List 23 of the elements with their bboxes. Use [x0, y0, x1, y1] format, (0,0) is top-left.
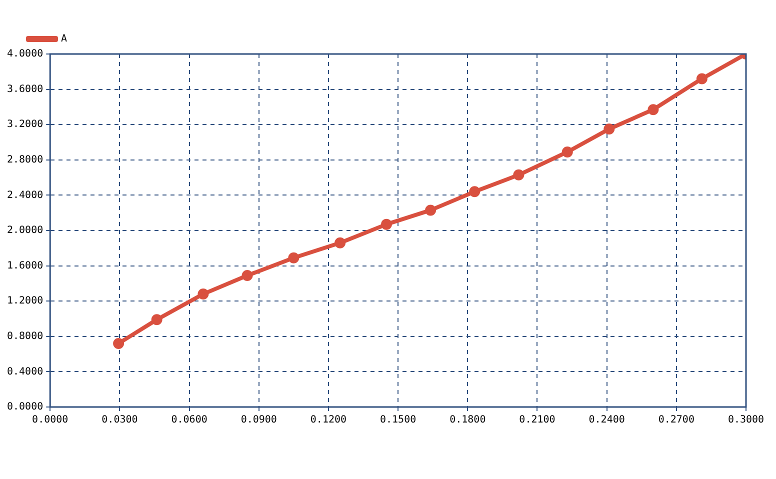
y-tick-label: 2.4000: [7, 190, 44, 201]
x-tick-label: 0.0900: [240, 414, 277, 426]
x-tick-label: 0.0300: [102, 414, 138, 426]
y-tick-label: 0.4000: [7, 366, 44, 378]
y-tick-label: 2.0000: [7, 225, 44, 236]
y-tick-label: 3.2000: [7, 119, 44, 130]
x-tick-label: 0.0600: [171, 414, 208, 426]
y-tick-label: 3.6000: [7, 84, 44, 95]
x-tick-label: 0.1500: [380, 414, 416, 426]
x-tick-label: 0.3000: [728, 414, 764, 426]
x-tick-label: 0.2400: [588, 414, 625, 426]
x-tick-label: 0.2700: [658, 414, 694, 426]
x-tick-label: 0.0000: [32, 414, 68, 426]
y-tick-label: 2.8000: [7, 154, 44, 166]
y-tick-label: 1.6000: [7, 260, 44, 272]
y-tick-label: 1.2000: [7, 296, 44, 307]
y-tick-label: 0.8000: [7, 330, 44, 342]
legend-label: A: [61, 34, 68, 45]
y-tick-label: 0.0000: [7, 402, 44, 413]
y-tick-label: 4.0000: [7, 48, 44, 60]
x-tick-label: 0.2100: [519, 414, 556, 426]
x-tick-label: 0.1800: [450, 414, 486, 426]
x-tick-label: 0.1200: [310, 414, 347, 426]
